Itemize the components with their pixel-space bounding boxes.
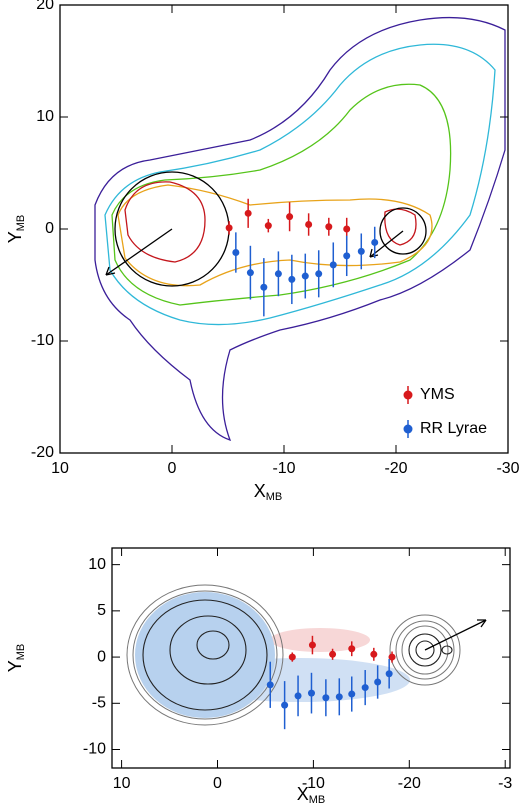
y-tick-label: 10	[88, 556, 106, 573]
point	[244, 209, 252, 217]
point	[325, 223, 333, 231]
y-tick-label: 0	[45, 220, 54, 237]
y-tick-label: 20	[36, 0, 54, 13]
axis-label-main: X	[297, 784, 309, 804]
x-tick-label: -10	[272, 460, 295, 477]
axis-label-main: X	[254, 481, 266, 501]
point	[361, 684, 369, 692]
point	[301, 272, 309, 280]
x-tick-label: -20	[384, 460, 407, 477]
point	[348, 690, 356, 698]
lmc-arrow	[105, 228, 173, 276]
legend-marker	[403, 424, 413, 434]
axis-label: XMB	[254, 481, 283, 503]
contours	[94, 16, 506, 442]
density-maps	[126, 584, 487, 726]
point	[288, 653, 296, 661]
point	[305, 221, 313, 229]
point	[264, 222, 272, 230]
y-tick-label: -10	[31, 332, 54, 349]
point	[286, 213, 294, 221]
point	[329, 261, 337, 269]
smc-arrow	[369, 230, 404, 258]
axis-label: YMB	[5, 215, 27, 244]
y-tick-label: -20	[31, 444, 54, 461]
point	[260, 283, 268, 291]
point	[225, 224, 233, 232]
y-tick-label: 0	[97, 648, 106, 665]
x-tick-label: -20	[398, 775, 421, 792]
point	[294, 692, 302, 700]
point	[357, 247, 365, 255]
point	[315, 270, 323, 278]
point	[307, 689, 315, 697]
point	[322, 694, 330, 702]
arrowhead	[105, 266, 116, 276]
axis-label-main: Y	[5, 231, 25, 243]
point	[274, 270, 282, 278]
x-tick-label: -30	[496, 460, 519, 477]
point	[348, 645, 356, 653]
x-tick-label: 10	[113, 775, 131, 792]
point	[388, 653, 396, 661]
legend-label: YMS	[420, 386, 455, 403]
point	[288, 275, 296, 283]
x-tick-label: 0	[168, 460, 177, 477]
point	[281, 701, 289, 709]
point	[343, 225, 351, 233]
axis-label: YMB	[5, 644, 27, 673]
plot-frame	[111, 547, 511, 769]
axis-label-subscript: MB	[309, 794, 326, 806]
legend-label: RR Lyrae	[420, 420, 487, 437]
point	[246, 269, 254, 277]
point	[308, 641, 316, 649]
axis-label-subscript: MB	[15, 644, 27, 661]
point	[343, 252, 351, 260]
point	[385, 670, 393, 678]
point	[335, 693, 343, 701]
y-tick-label: 10	[36, 108, 54, 125]
point	[374, 678, 382, 686]
axis-label-main: Y	[5, 660, 25, 672]
x-tick-label: 10	[51, 460, 69, 477]
x-tick-label: -10	[302, 775, 325, 792]
y-tick-label: 5	[97, 602, 106, 619]
outline-annotations	[105, 171, 427, 287]
smc-circle	[379, 207, 427, 255]
y-tick-label: -10	[83, 741, 106, 758]
point	[370, 650, 378, 658]
point	[232, 249, 240, 257]
axis-label: XMB	[297, 784, 326, 806]
point	[329, 650, 337, 658]
x-tick-label: -3	[498, 775, 512, 792]
x-tick-label: 0	[213, 775, 222, 792]
axis-label-subscript: MB	[266, 491, 283, 503]
y-tick-label: -5	[92, 695, 106, 712]
legend-marker	[403, 390, 413, 400]
point	[266, 681, 274, 689]
axis-label-subscript: MB	[15, 215, 27, 232]
point	[371, 238, 379, 246]
